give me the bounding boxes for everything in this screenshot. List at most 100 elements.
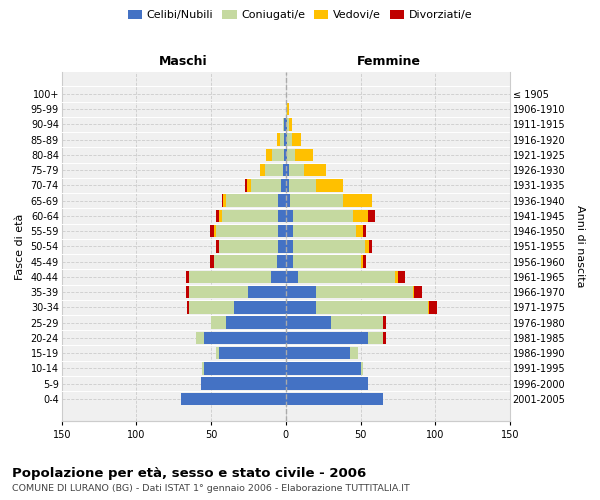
Text: Maschi: Maschi (158, 56, 207, 68)
Bar (293, 225, 356, 237)
Bar (278, 225, 286, 237)
Bar (251, 179, 281, 192)
Bar (233, 301, 286, 314)
Bar (286, 378, 368, 390)
Bar (353, 210, 368, 222)
Bar (266, 148, 272, 161)
Bar (286, 194, 290, 207)
Bar (226, 316, 286, 329)
Legend: Celibi/Nubili, Coniugati/e, Vedovi/e, Divorziati/e: Celibi/Nubili, Coniugati/e, Vedovi/e, Di… (124, 6, 476, 25)
Bar (278, 210, 286, 222)
Bar (365, 240, 370, 252)
Bar (203, 362, 286, 374)
Bar (245, 179, 247, 192)
Bar (203, 332, 286, 344)
Bar (286, 118, 287, 130)
Bar (277, 134, 280, 146)
Bar (286, 392, 383, 405)
Bar (295, 148, 313, 161)
Bar (272, 148, 284, 161)
Bar (280, 134, 284, 146)
Bar (215, 210, 218, 222)
Bar (214, 225, 215, 237)
Bar (188, 301, 233, 314)
Y-axis label: Anni di nascita: Anni di nascita (575, 205, 585, 288)
Bar (283, 164, 286, 176)
Bar (287, 103, 289, 116)
Bar (271, 270, 286, 283)
Bar (200, 378, 286, 390)
Bar (316, 179, 343, 192)
Bar (286, 148, 287, 161)
Bar (361, 256, 364, 268)
Bar (211, 316, 226, 329)
Bar (414, 286, 422, 298)
Bar (223, 194, 226, 207)
Bar (209, 225, 214, 237)
Bar (361, 362, 364, 374)
Y-axis label: Fasce di età: Fasce di età (15, 213, 25, 280)
Bar (350, 347, 358, 360)
Bar (293, 210, 353, 222)
Bar (286, 347, 350, 360)
Bar (287, 148, 295, 161)
Bar (286, 164, 289, 176)
Bar (226, 194, 278, 207)
Bar (356, 225, 364, 237)
Bar (298, 270, 395, 283)
Bar (286, 134, 287, 146)
Bar (370, 240, 373, 252)
Bar (278, 240, 286, 252)
Bar (188, 286, 248, 298)
Bar (278, 194, 286, 207)
Bar (286, 332, 368, 344)
Bar (383, 332, 386, 344)
Bar (286, 286, 316, 298)
Bar (398, 270, 406, 283)
Bar (215, 347, 218, 360)
Bar (286, 316, 331, 329)
Bar (181, 392, 286, 405)
Bar (265, 164, 283, 176)
Bar (286, 240, 293, 252)
Bar (290, 194, 343, 207)
Bar (413, 286, 414, 298)
Bar (277, 256, 286, 268)
Bar (247, 179, 251, 192)
Bar (196, 332, 203, 344)
Bar (293, 256, 361, 268)
Bar (284, 148, 286, 161)
Bar (209, 256, 214, 268)
Bar (286, 103, 287, 116)
Bar (188, 270, 271, 283)
Bar (202, 362, 203, 374)
Bar (289, 164, 304, 176)
Bar (214, 256, 277, 268)
Bar (248, 286, 286, 298)
Bar (428, 301, 429, 314)
Bar (293, 240, 365, 252)
Bar (343, 194, 373, 207)
Text: Popolazione per età, sesso e stato civile - 2006: Popolazione per età, sesso e stato civil… (12, 468, 366, 480)
Bar (221, 194, 223, 207)
Bar (364, 225, 367, 237)
Bar (316, 301, 428, 314)
Bar (289, 118, 292, 130)
Bar (218, 347, 286, 360)
Bar (287, 118, 289, 130)
Bar (368, 210, 376, 222)
Bar (286, 210, 293, 222)
Bar (186, 286, 188, 298)
Bar (187, 301, 188, 314)
Bar (304, 164, 326, 176)
Bar (331, 316, 383, 329)
Bar (395, 270, 398, 283)
Bar (284, 118, 286, 130)
Bar (286, 225, 293, 237)
Bar (383, 316, 386, 329)
Bar (286, 256, 293, 268)
Bar (260, 164, 265, 176)
Bar (316, 286, 413, 298)
Bar (284, 134, 286, 146)
Bar (364, 256, 367, 268)
